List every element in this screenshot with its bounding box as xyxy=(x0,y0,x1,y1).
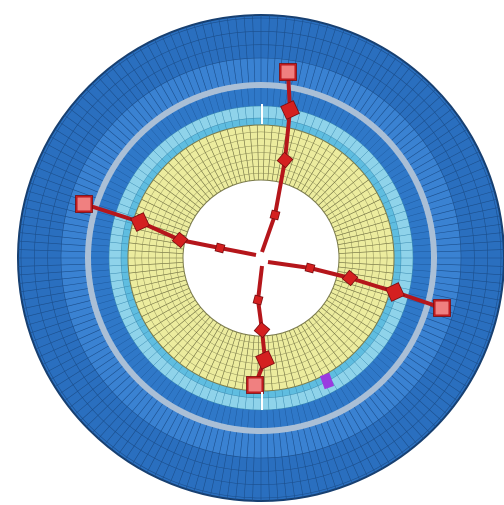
page: (() => { const data = JSON.parse(documen… xyxy=(0,0,504,505)
crack-element xyxy=(253,295,263,305)
crack-element xyxy=(215,243,225,253)
crack-tip xyxy=(435,301,449,315)
crack-element xyxy=(270,210,280,220)
crack-element xyxy=(305,263,315,273)
crack-tip xyxy=(77,197,91,211)
crack-tip xyxy=(248,378,262,392)
mesh-render xyxy=(0,0,504,505)
crack-tip xyxy=(281,65,295,79)
